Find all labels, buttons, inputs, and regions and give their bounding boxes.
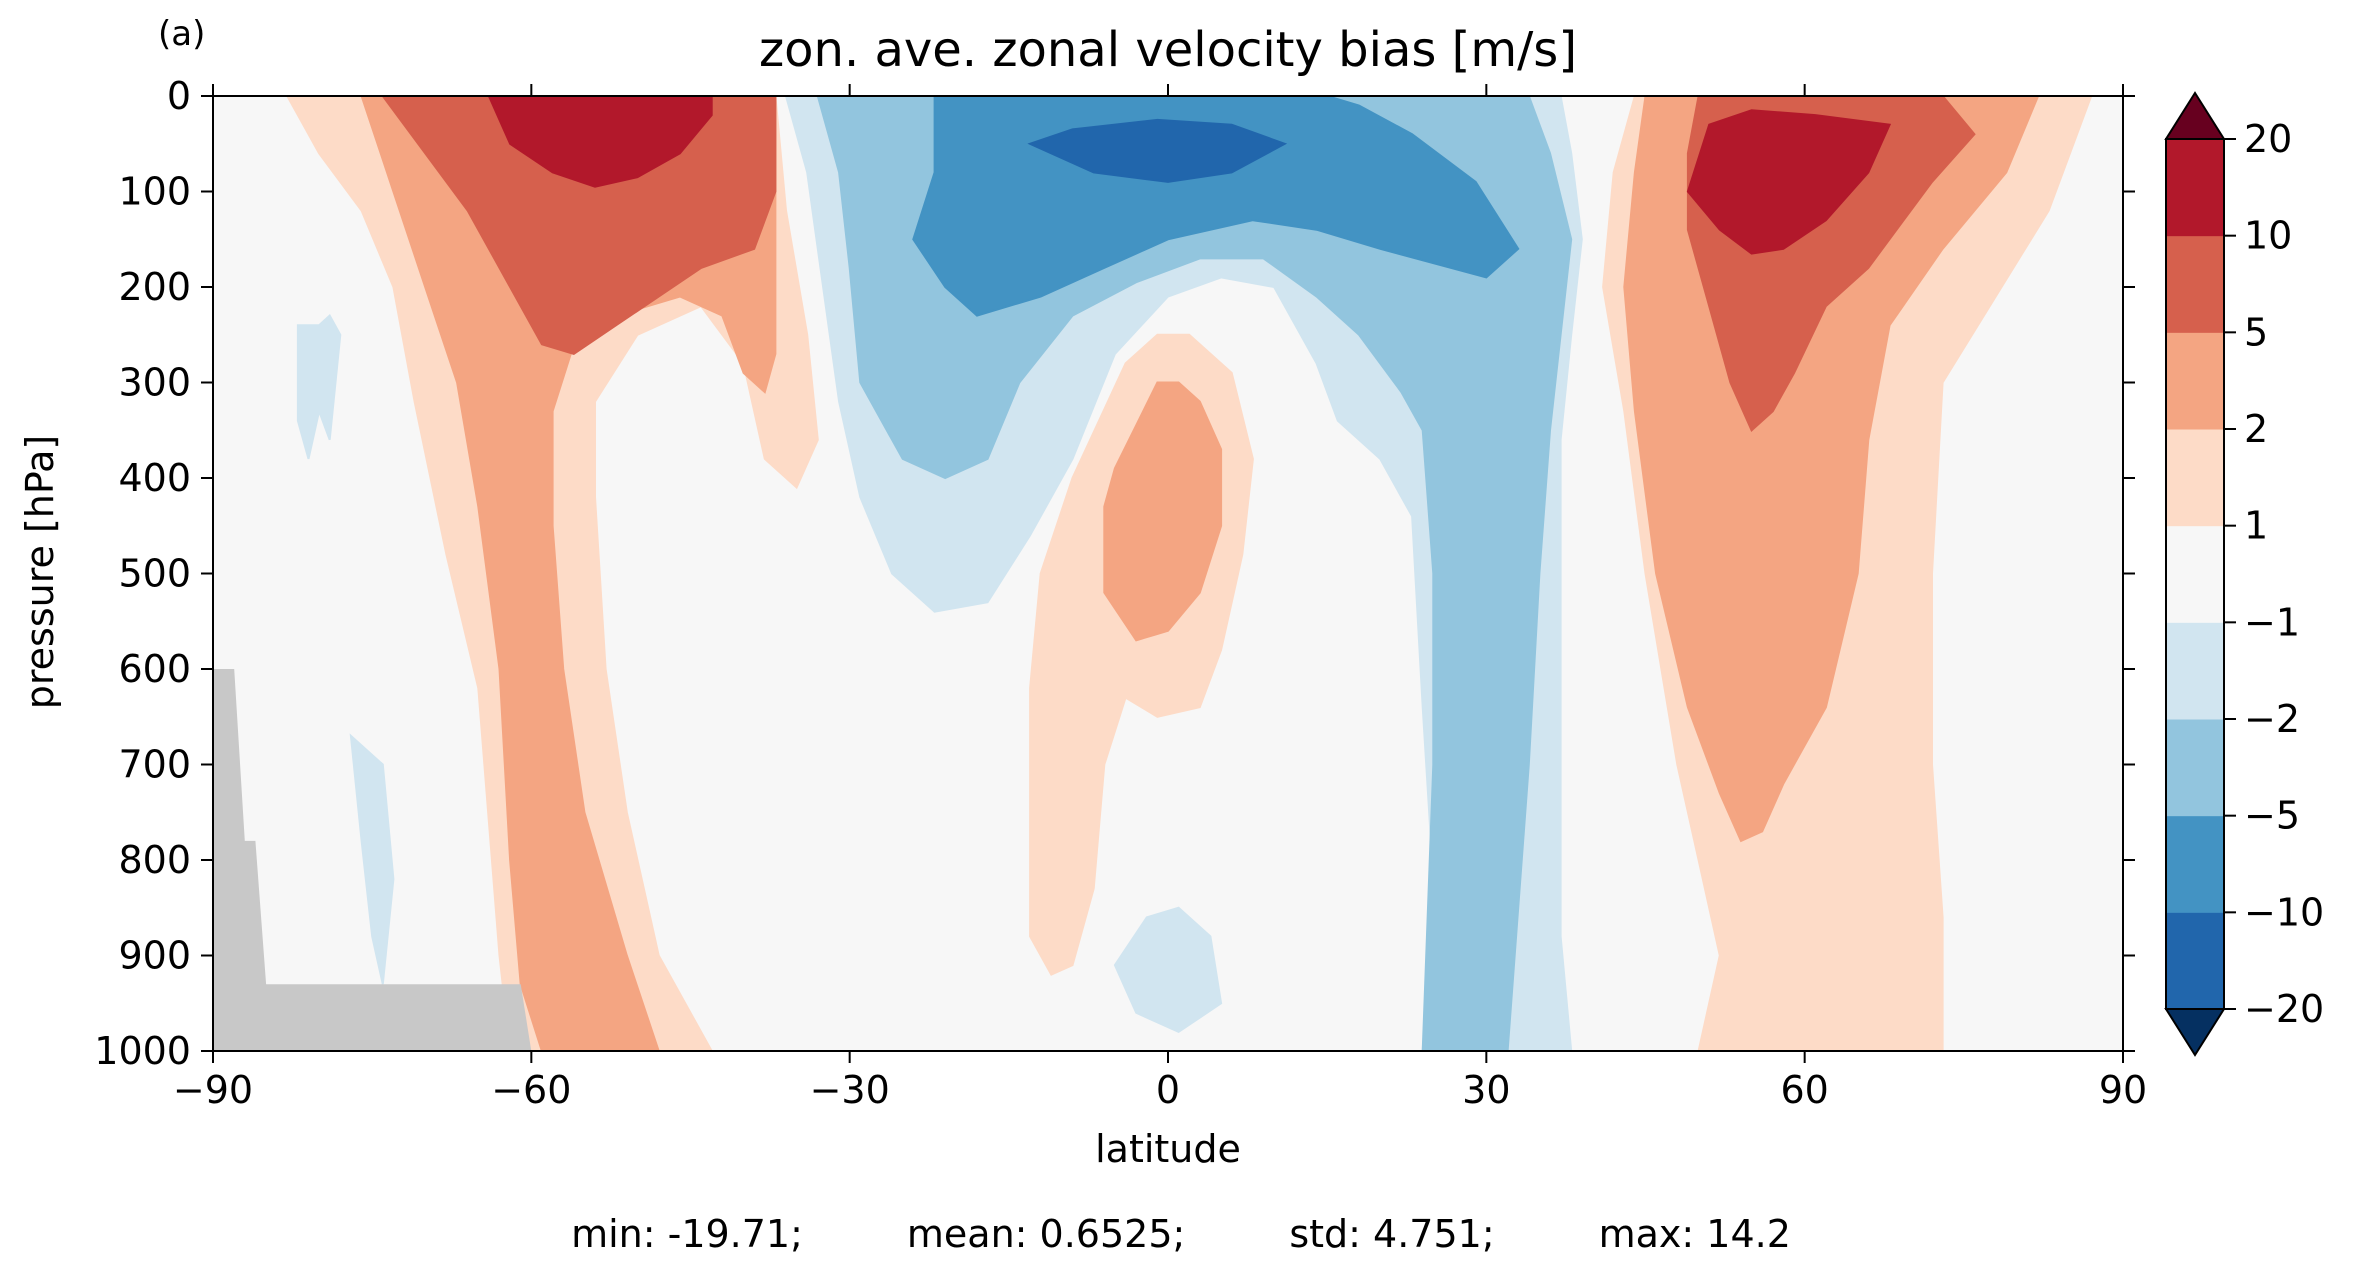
contour-sh-pos-3 [381,96,777,355]
colorbar-under-extension [2164,1008,2226,1057]
colorbar-segment [2166,332,2224,430]
panel-label: (a) [158,14,206,54]
colorbar-tick-label: 5 [2244,310,2268,354]
contour-sh-neg-islands-1 [296,314,342,460]
colorbar-frame [2165,138,2225,1010]
colorbar-over-extension [2164,91,2226,140]
colorbar-tick-label: 20 [2244,117,2292,161]
colorbar-segment [2166,815,2224,913]
contour-equator-pos-2 [1103,381,1223,642]
chart-title: zon. ave. zonal velocity bias [m/s] [758,22,1578,78]
colorbar-tick-label: 10 [2244,214,2292,258]
y-axis: 0 100 200 300 400 500 600 700 800 900 1000 [94,74,2135,1073]
y-tick-label: 400 [118,456,191,500]
colorbar-segment [2166,235,2224,333]
contour-tropics-neg-4 [1027,118,1288,183]
missing-data-mask [213,669,532,1051]
y-tick-label: 300 [118,361,191,405]
y-tick-label: 500 [118,552,191,596]
y-tick-label: 600 [118,647,191,691]
contour-sh-pos-4 [487,96,713,188]
colorbar-tick-label: −20 [2244,987,2324,1031]
x-tick-label: 30 [1462,1068,1510,1112]
x-tick-label: −30 [810,1068,890,1112]
stat-std: std: 4.751; [1289,1212,1495,1256]
y-tick-label: 1000 [94,1029,191,1073]
colorbar: −20 −10 −5 −2 −1 1 2 5 10 20 [2164,91,2324,1057]
x-tick-label: −60 [491,1068,571,1112]
contour-tropics-neg-2 [816,96,1573,1051]
x-tick-label: 90 [2099,1068,2147,1112]
contour-equator-neg-islands [1113,906,1223,1034]
colorbar-tick-label: −2 [2244,697,2300,741]
x-axis-label: latitude [1095,1127,1241,1171]
statistics-line: min: -19.71; mean: 0.6525; std: 4.751; max:… [0,1212,2362,1256]
contour-sh-pos-2 [360,96,777,1051]
stat-max: max: 14.2 [1598,1212,1791,1256]
y-tick-label: 200 [118,265,191,309]
x-tick-label: 0 [1156,1068,1180,1112]
colorbar-tick-label: 2 [2244,407,2268,451]
orography-mask [213,669,532,1051]
y-tick-label: 100 [118,170,191,214]
y-tick-label: 900 [118,934,191,978]
x-tick-label: 60 [1780,1068,1828,1112]
colorbar-segment [2166,139,2224,237]
x-tick-label: −90 [173,1068,253,1112]
contour-nh-pos-4 [1686,109,1892,255]
colorbar-segment [2166,429,2224,527]
colorbar-tick-label: −5 [2244,794,2300,838]
colorbar-segment [2166,912,2224,1010]
colorbar-tick-label: 1 [2244,504,2268,548]
x-axis: −90 −60 −30 0 30 60 90 [173,84,2147,1112]
y-tick-label: 0 [167,74,191,118]
contour-field [286,96,2093,1051]
y-tick-label: 800 [118,838,191,882]
y-axis-label: pressure [hPa] [18,434,62,710]
colorbar-segment [2166,719,2224,817]
colorbar-segment [2166,525,2224,623]
colorbar-tick-label: −1 [2244,600,2300,644]
stat-min: min: -19.71; [571,1212,803,1256]
y-tick-label: 700 [118,743,191,787]
stat-mean: mean: 0.6525; [906,1212,1186,1256]
colorbar-tick-label: −10 [2244,890,2324,934]
colorbar-segment [2166,622,2224,720]
